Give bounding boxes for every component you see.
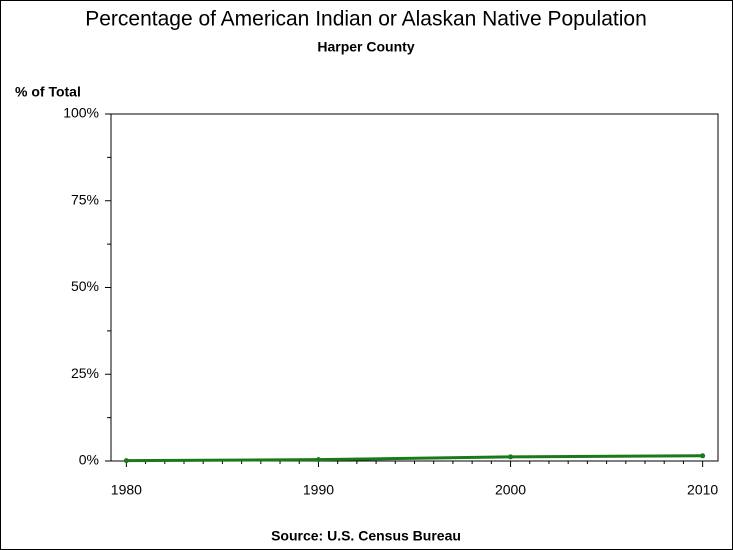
- x-tick-label: 2000: [495, 482, 526, 498]
- data-point: [123, 458, 129, 464]
- x-tick-label: 2010: [687, 482, 718, 498]
- x-tick-label: 1990: [303, 482, 334, 498]
- x-tick-label: 1980: [111, 482, 142, 498]
- y-tick-label: 100%: [63, 105, 99, 121]
- data-line: [126, 454, 703, 463]
- y-tick-label: 0%: [79, 452, 99, 468]
- data-point: [700, 453, 706, 459]
- chart-subtitle: Harper County: [317, 39, 414, 55]
- y-tick-label: 50%: [71, 278, 99, 294]
- chart-title: Percentage of American Indian or Alaskan…: [85, 8, 647, 31]
- y-tick-label: 25%: [71, 365, 99, 381]
- source: Source: U.S. Census Bureau: [271, 528, 461, 544]
- data-point: [508, 454, 514, 460]
- y-tick-label: 75%: [71, 191, 99, 207]
- data-point: [315, 457, 321, 463]
- y-axis-label: % of Total: [15, 84, 81, 100]
